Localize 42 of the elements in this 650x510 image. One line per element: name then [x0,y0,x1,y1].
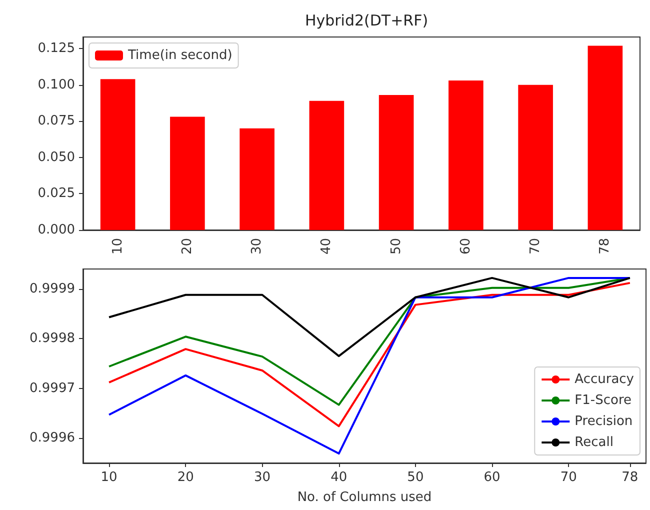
x-tick-label: 70 [528,238,544,255]
x-axis-title: No. of Columns used [297,490,432,505]
y-tick-label: 0.025 [38,186,75,202]
bar [170,116,205,230]
y-tick-label: 0.075 [38,114,75,129]
y-tick-label: 0.9998 [30,331,75,346]
x-tick-label: 70 [560,470,577,485]
bar [518,84,553,230]
y-tick-label: 0.050 [38,150,75,165]
x-tick-label: 60 [484,470,500,485]
bar [240,128,274,230]
y-tick-label: 0.100 [38,77,75,92]
y-tick-label: 0.9997 [30,380,75,396]
x-tick-label: 78 [598,238,613,255]
x-tick-label: 40 [330,470,348,485]
x-tick-label: 30 [254,470,271,485]
legend-label: Accuracy [574,372,634,387]
x-tick-label: 50 [388,238,404,255]
bar [378,95,414,230]
legend-label: Time(in second) [127,48,232,63]
bar [309,100,344,230]
bar [448,80,484,230]
y-tick-label: 0.000 [38,222,75,238]
x-tick-label: 78 [622,470,638,485]
y-tick-label: 0.125 [38,41,75,56]
x-tick-label: 30 [250,238,265,255]
y-tick-label: 0.9999 [30,281,75,296]
x-tick-label: 10 [100,470,118,485]
x-tick-label: 40 [319,238,334,255]
legend-label: F1-Score [574,393,632,408]
x-tick-label: 10 [110,238,126,255]
line-series [108,276,631,358]
legend-label: Precision [574,414,633,429]
x-tick-label: 20 [180,238,195,255]
chart-title: Hybrid2(DT+RF) [304,12,428,30]
bar [588,46,623,230]
legend-label: Recall [574,435,614,450]
x-tick-label: 50 [407,470,424,485]
bar [100,79,136,230]
x-tick-label: 60 [458,238,474,255]
y-tick-label: 0.9996 [30,430,75,446]
x-tick-label: 20 [177,470,194,485]
